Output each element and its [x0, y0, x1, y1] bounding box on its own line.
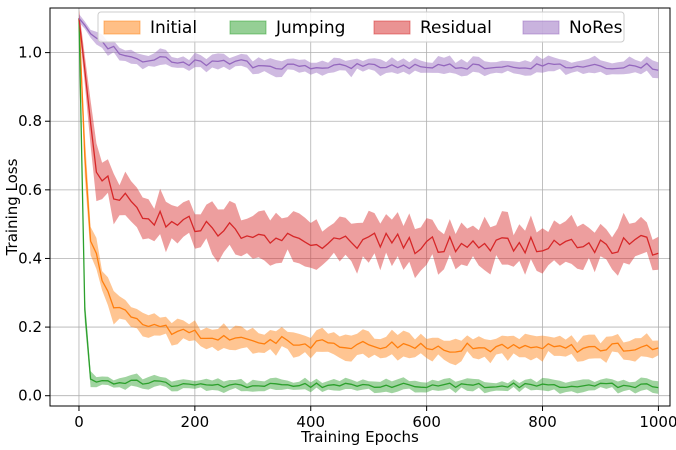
legend-swatch-residual: [373, 20, 411, 35]
band-residual: [79, 9, 659, 279]
x-tick-label: 600: [412, 413, 441, 431]
x-tick-label: 800: [528, 413, 557, 431]
series-lines: [78, 17, 659, 389]
legend: Initial Jumping Residual NoRes: [97, 11, 625, 43]
line-initial: [78, 18, 659, 354]
x-tick-label: 400: [296, 413, 325, 431]
line-residual: [78, 18, 659, 256]
x-tick-label: 1000: [639, 413, 676, 431]
confidence-bands: [79, 9, 659, 394]
x-tick-label: 200: [181, 413, 210, 431]
legend-label-jumping: Jumping: [275, 18, 345, 38]
line-jumping: [78, 18, 659, 389]
plot-frame: [49, 7, 671, 407]
x-tick-label: 0: [74, 413, 84, 431]
legend-label-residual: Residual: [420, 18, 492, 38]
y-tick-label: 0.2: [18, 318, 42, 336]
x-axis-label: Training Epochs: [300, 428, 419, 446]
legend-swatch-nores: [522, 20, 560, 35]
y-axis-label: Training Loss: [3, 158, 21, 256]
line-nores: [78, 17, 659, 71]
legend-swatch-initial: [103, 20, 141, 35]
legend-label-initial: Initial: [150, 18, 197, 38]
band-nores: [79, 14, 659, 79]
axis-ticks: 0 200 400 600 800 1000 0.0 0.2 0.4 0.6 0.8 1.0: [18, 44, 676, 431]
y-tick-label: 0.6: [18, 181, 42, 199]
legend-swatch-jumping: [229, 20, 267, 35]
legend-label-nores: NoRes: [569, 18, 623, 38]
y-tick-label: 0.4: [18, 249, 42, 267]
y-tick-label: 0.8: [18, 112, 42, 130]
y-tick-label: 0.0: [18, 387, 42, 405]
grid-lines: [50, 8, 670, 406]
y-tick-label: 1.0: [18, 44, 42, 62]
